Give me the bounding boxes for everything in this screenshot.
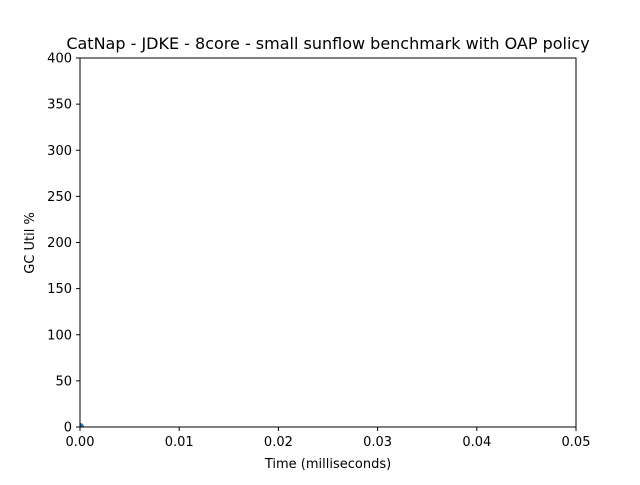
x-axis-label: Time (milliseconds): [264, 457, 391, 472]
x-tick-label: 0.03: [363, 435, 392, 450]
y-tick-label: 0: [64, 421, 72, 436]
y-tick-label: 400: [47, 52, 72, 67]
y-axis-label: GC Util %: [23, 212, 38, 274]
y-tick-label: 50: [55, 374, 72, 389]
y-tick-label: 100: [47, 328, 72, 343]
x-axis: 0.00 0.01 0.02 0.03 0.04 0.05: [66, 427, 591, 450]
x-tick-label: 0.05: [562, 435, 591, 450]
data-point: [80, 423, 84, 427]
y-tick-label: 150: [47, 282, 72, 297]
chart-title: CatNap - JDKE - 8core - small sunflow be…: [66, 34, 589, 53]
x-tick-label: 0.02: [264, 435, 293, 450]
y-tick-label: 200: [47, 236, 72, 251]
x-tick-label: 0.04: [462, 435, 491, 450]
x-tick-label: 0.00: [66, 435, 95, 450]
y-tick-label: 350: [47, 98, 72, 113]
y-tick-label: 250: [47, 190, 72, 205]
x-tick-label: 0.01: [165, 435, 194, 450]
y-tick-label: 300: [47, 144, 72, 159]
y-axis: 0 50 100 150 200 250 300 350 400: [47, 52, 80, 436]
points-layer: [80, 423, 84, 427]
